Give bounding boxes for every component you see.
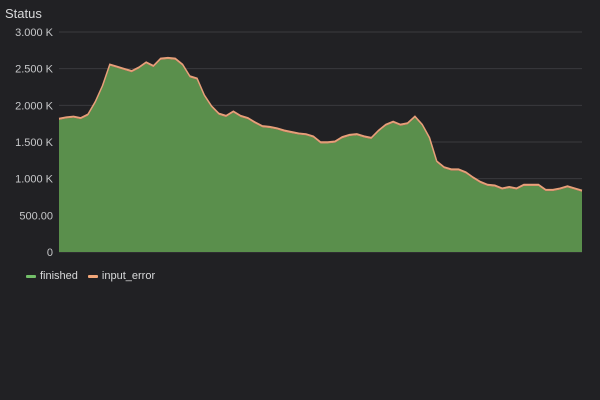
y-tick-label: 500.00 <box>19 210 53 222</box>
legend-swatch-finished <box>26 274 36 278</box>
series-area-finished[interactable] <box>59 59 582 252</box>
panel-title[interactable]: Status <box>5 6 42 21</box>
y-tick-label: 0 <box>47 247 53 259</box>
y-tick-label: 1.000 K <box>15 174 54 186</box>
y-axis-ticks: 0 500.00 1.000 K 1.500 K 2.000 K 2.500 K 3.000… <box>15 27 54 259</box>
legend: finished input_error <box>26 270 155 282</box>
legend-item-input-error[interactable]: input_error <box>87 270 156 282</box>
y-tick-label: 2.500 K <box>15 64 54 76</box>
series-layer[interactable] <box>58 56 583 252</box>
y-tick-label: 1.500 K <box>15 137 54 149</box>
y-tick-label: 2.000 K <box>15 100 54 112</box>
legend-swatch-input-error <box>87 274 98 278</box>
status-area-chart: 0 500.00 1.000 K 1.500 K 2.000 K 2.500 K 3.000… <box>15 27 583 259</box>
series-line-input-error[interactable] <box>58 56 583 192</box>
legend-label-input-error: input_error <box>101 270 156 282</box>
legend-label-finished: finished <box>40 270 78 282</box>
y-tick-label: 3.000 K <box>15 27 54 39</box>
legend-item-finished[interactable]: finished <box>26 270 78 282</box>
